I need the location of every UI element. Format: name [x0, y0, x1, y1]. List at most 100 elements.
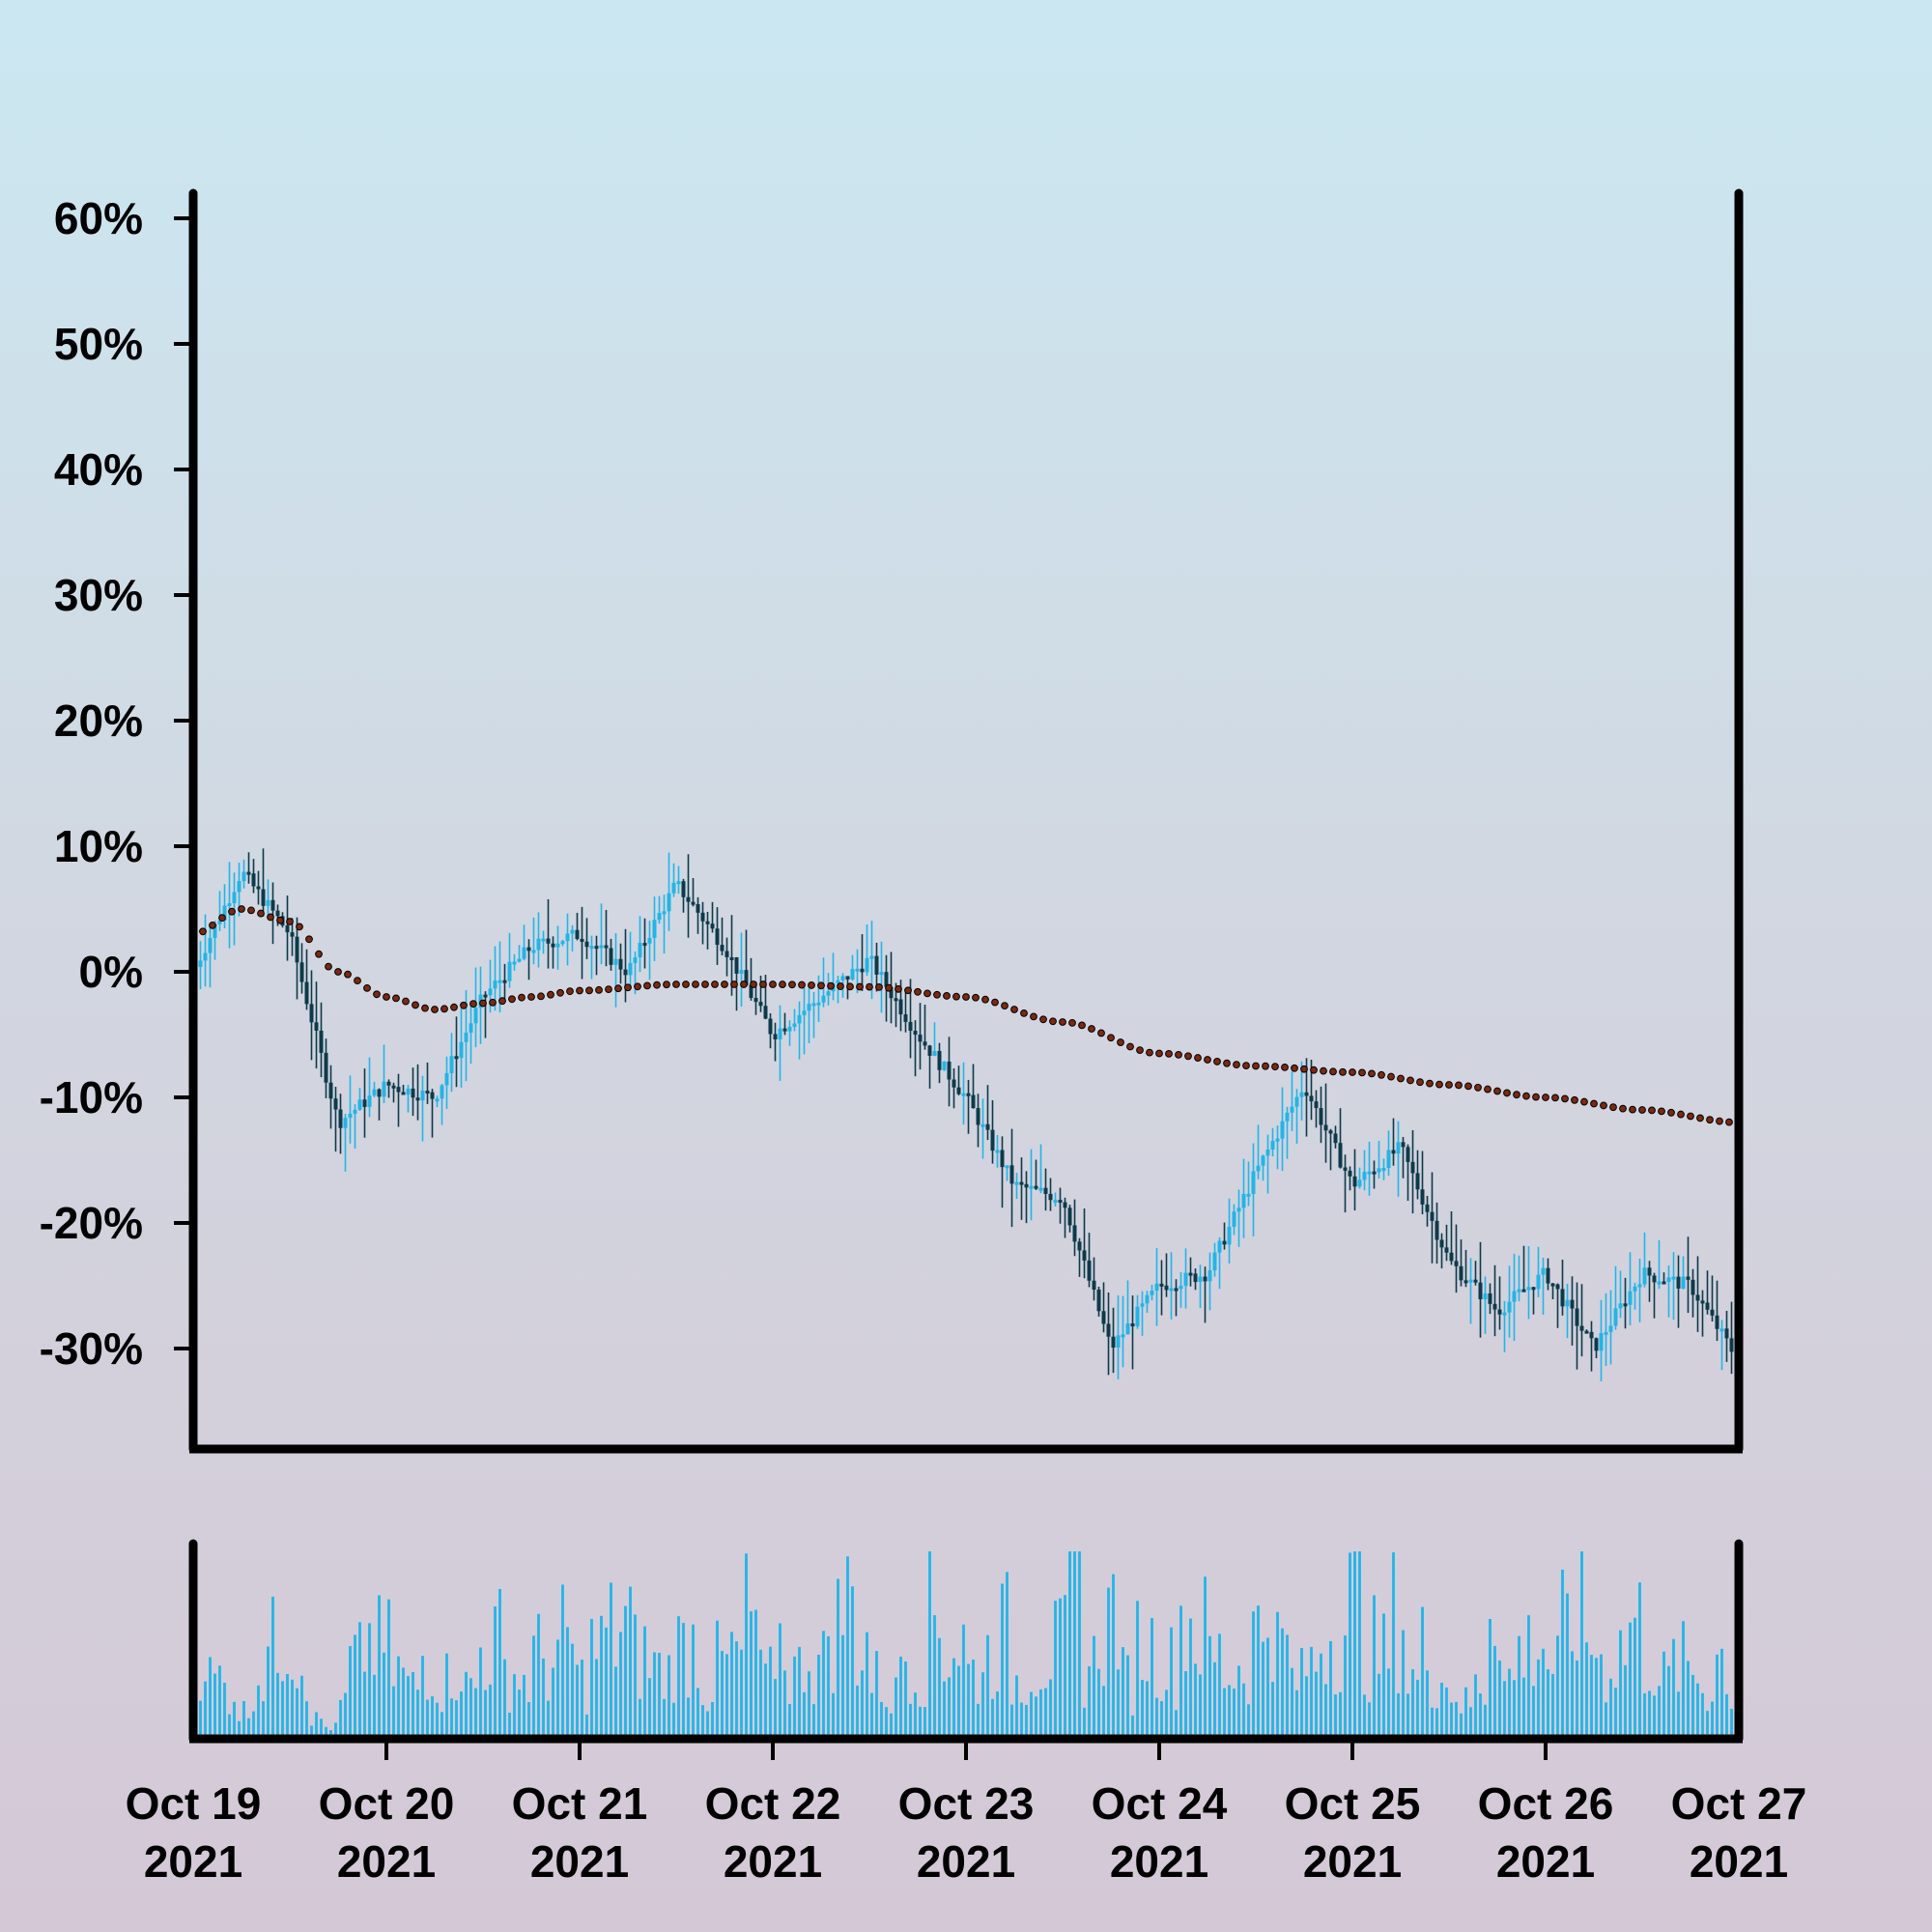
candle-body [1555, 1284, 1560, 1290]
volume-bar [1257, 1605, 1260, 1735]
volume-bar [788, 1704, 791, 1735]
volume-bar [614, 1666, 617, 1735]
trend-dot [537, 992, 545, 1001]
y-tick-label: -30% [40, 1323, 143, 1374]
volume-bar [1614, 1688, 1617, 1735]
candle-body [444, 1072, 449, 1086]
volume-bar [629, 1586, 632, 1735]
y-tick-label: 30% [54, 570, 143, 620]
candle-body [319, 1030, 324, 1053]
candle-body [782, 1028, 787, 1032]
volume-bar [537, 1613, 540, 1735]
candle-body [758, 1002, 763, 1007]
volume-bar [1638, 1582, 1641, 1735]
volume-bar [513, 1674, 516, 1735]
candle-body [778, 1028, 782, 1039]
candle-body [1246, 1193, 1251, 1197]
candle-body [633, 957, 638, 963]
candle-body [411, 1088, 415, 1098]
volume-bar [1291, 1667, 1293, 1735]
volume-bar [508, 1712, 511, 1735]
trend-dot [354, 977, 361, 985]
trend-dot [527, 993, 535, 1001]
trend-dot [1300, 1065, 1308, 1073]
volume-bar [861, 1670, 864, 1735]
trend-dot [614, 984, 622, 993]
volume-bar [943, 1681, 946, 1735]
candle-body [1125, 1323, 1130, 1335]
candle-body [667, 893, 671, 912]
volume-bar [498, 1588, 501, 1735]
volume-bar [1677, 1691, 1680, 1735]
volume-bar [455, 1700, 458, 1735]
candle-body [208, 937, 213, 953]
candle-body [923, 1041, 927, 1046]
trend-dot [943, 992, 951, 1000]
volume-bar [1020, 1702, 1023, 1735]
candle-body [1662, 1281, 1666, 1285]
trend-dot [1658, 1107, 1665, 1116]
volume-bar [590, 1618, 593, 1735]
trend-dot [257, 909, 265, 918]
candle-body [1130, 1323, 1135, 1327]
trend-dot [1580, 1097, 1588, 1106]
candle-body [1579, 1325, 1584, 1331]
volume-bar [1522, 1677, 1525, 1735]
candle-body [744, 970, 749, 985]
volume-bar [1416, 1679, 1419, 1735]
volume-bar [576, 1664, 579, 1735]
candle-body [1009, 1165, 1014, 1184]
candle-body [270, 899, 275, 911]
candle-body [1304, 1092, 1309, 1096]
candle-body [372, 1089, 377, 1096]
trend-dot [276, 916, 284, 924]
candle-body [242, 871, 246, 882]
candle-body [237, 881, 242, 893]
volume-bar [648, 1678, 651, 1735]
trend-dot [1503, 1089, 1511, 1097]
volume-bar [1194, 1663, 1197, 1735]
candle-body [1290, 1106, 1294, 1113]
trend-dot [1252, 1062, 1260, 1070]
candle-body [217, 920, 222, 924]
volume-bar [407, 1676, 410, 1735]
candle-body [1169, 1288, 1174, 1292]
trend-dot [1435, 1080, 1443, 1089]
trend-dot [518, 993, 526, 1002]
volume-bar [1102, 1686, 1105, 1735]
volume-bar [923, 1707, 926, 1735]
candle-body [855, 968, 860, 972]
trend-dot [1571, 1095, 1578, 1104]
volume-bar [571, 1643, 574, 1735]
volume-bar [585, 1714, 588, 1735]
trend-dot [1030, 1012, 1037, 1021]
volume-bar [581, 1660, 583, 1735]
trend-dot [489, 998, 497, 1007]
volume-bar [223, 1682, 226, 1735]
volume-bar [566, 1627, 569, 1735]
volume-bar [1595, 1658, 1598, 1735]
candle-body [1048, 1193, 1053, 1201]
trend-dot [856, 982, 864, 991]
candle-body [1188, 1272, 1193, 1276]
trend-dot [469, 1000, 477, 1009]
trend-dot [1542, 1094, 1549, 1101]
volume-bar [1667, 1665, 1670, 1735]
candle-body [1550, 1283, 1555, 1287]
candle-body [1377, 1168, 1381, 1173]
volume-bar [1701, 1692, 1704, 1735]
volume-bar [1126, 1655, 1129, 1735]
trend-dot [846, 982, 854, 991]
trend-dot [798, 980, 806, 989]
trend-dotted-line [189, 905, 1743, 1126]
volume-bar [774, 1679, 777, 1735]
volume-bar [1237, 1665, 1240, 1735]
volume-bar [523, 1674, 526, 1735]
volume-bar [1281, 1628, 1284, 1735]
trend-dot [267, 913, 274, 922]
volume-bar [822, 1631, 825, 1735]
trend-dot [1010, 1006, 1018, 1013]
trend-dot [238, 905, 245, 913]
trend-dot [209, 921, 216, 929]
volume-bar [1189, 1618, 1192, 1735]
